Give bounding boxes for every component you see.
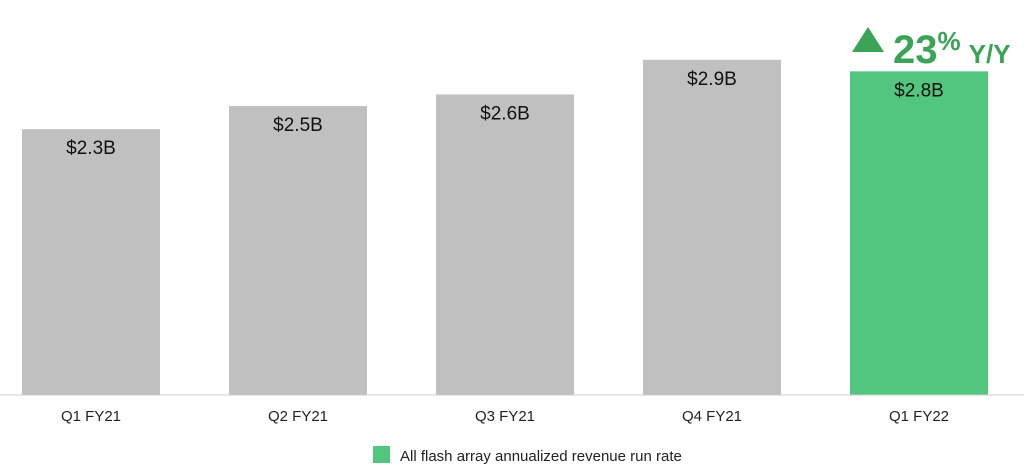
- bar-q1-fy21: [22, 129, 160, 395]
- yoy-percent-sign: %: [938, 26, 961, 56]
- triangle-up-icon: [852, 27, 884, 52]
- yoy-percentage: 23: [893, 28, 938, 72]
- data-label: $2.5B: [273, 115, 323, 136]
- x-tick-label: Q4 FY21: [682, 408, 742, 425]
- data-label: $2.3B: [66, 138, 116, 159]
- data-label: $2.6B: [480, 103, 530, 124]
- yoy-growth-text: 23% Y/Y: [893, 26, 1011, 72]
- x-tick-label: Q1 FY21: [61, 408, 121, 425]
- data-labels: $2.3B $2.5B $2.6B $2.9B $2.8B: [66, 69, 944, 159]
- legend-swatch: [373, 446, 390, 463]
- bar-q3-fy21: [436, 94, 574, 396]
- x-tick-label: Q1 FY22: [889, 408, 949, 425]
- growth-annotation: 23% Y/Y: [852, 26, 1011, 72]
- legend: All flash array annualized revenue run r…: [373, 446, 682, 465]
- yoy-suffix: Y/Y: [969, 39, 1011, 69]
- x-tick-labels: Q1 FY21 Q2 FY21 Q3 FY21 Q4 FY21 Q1 FY22: [61, 408, 949, 425]
- legend-label: All flash array annualized revenue run r…: [400, 448, 682, 465]
- x-tick-label: Q3 FY21: [475, 408, 535, 425]
- data-label: $2.9B: [687, 69, 737, 90]
- x-tick-label: Q2 FY21: [268, 408, 328, 425]
- data-label: $2.8B: [894, 80, 944, 101]
- bar-q4-fy21: [643, 59, 781, 395]
- bar-q2-fy21: [229, 106, 367, 395]
- bar-q1-fy22: [850, 71, 988, 396]
- bars: [22, 59, 988, 396]
